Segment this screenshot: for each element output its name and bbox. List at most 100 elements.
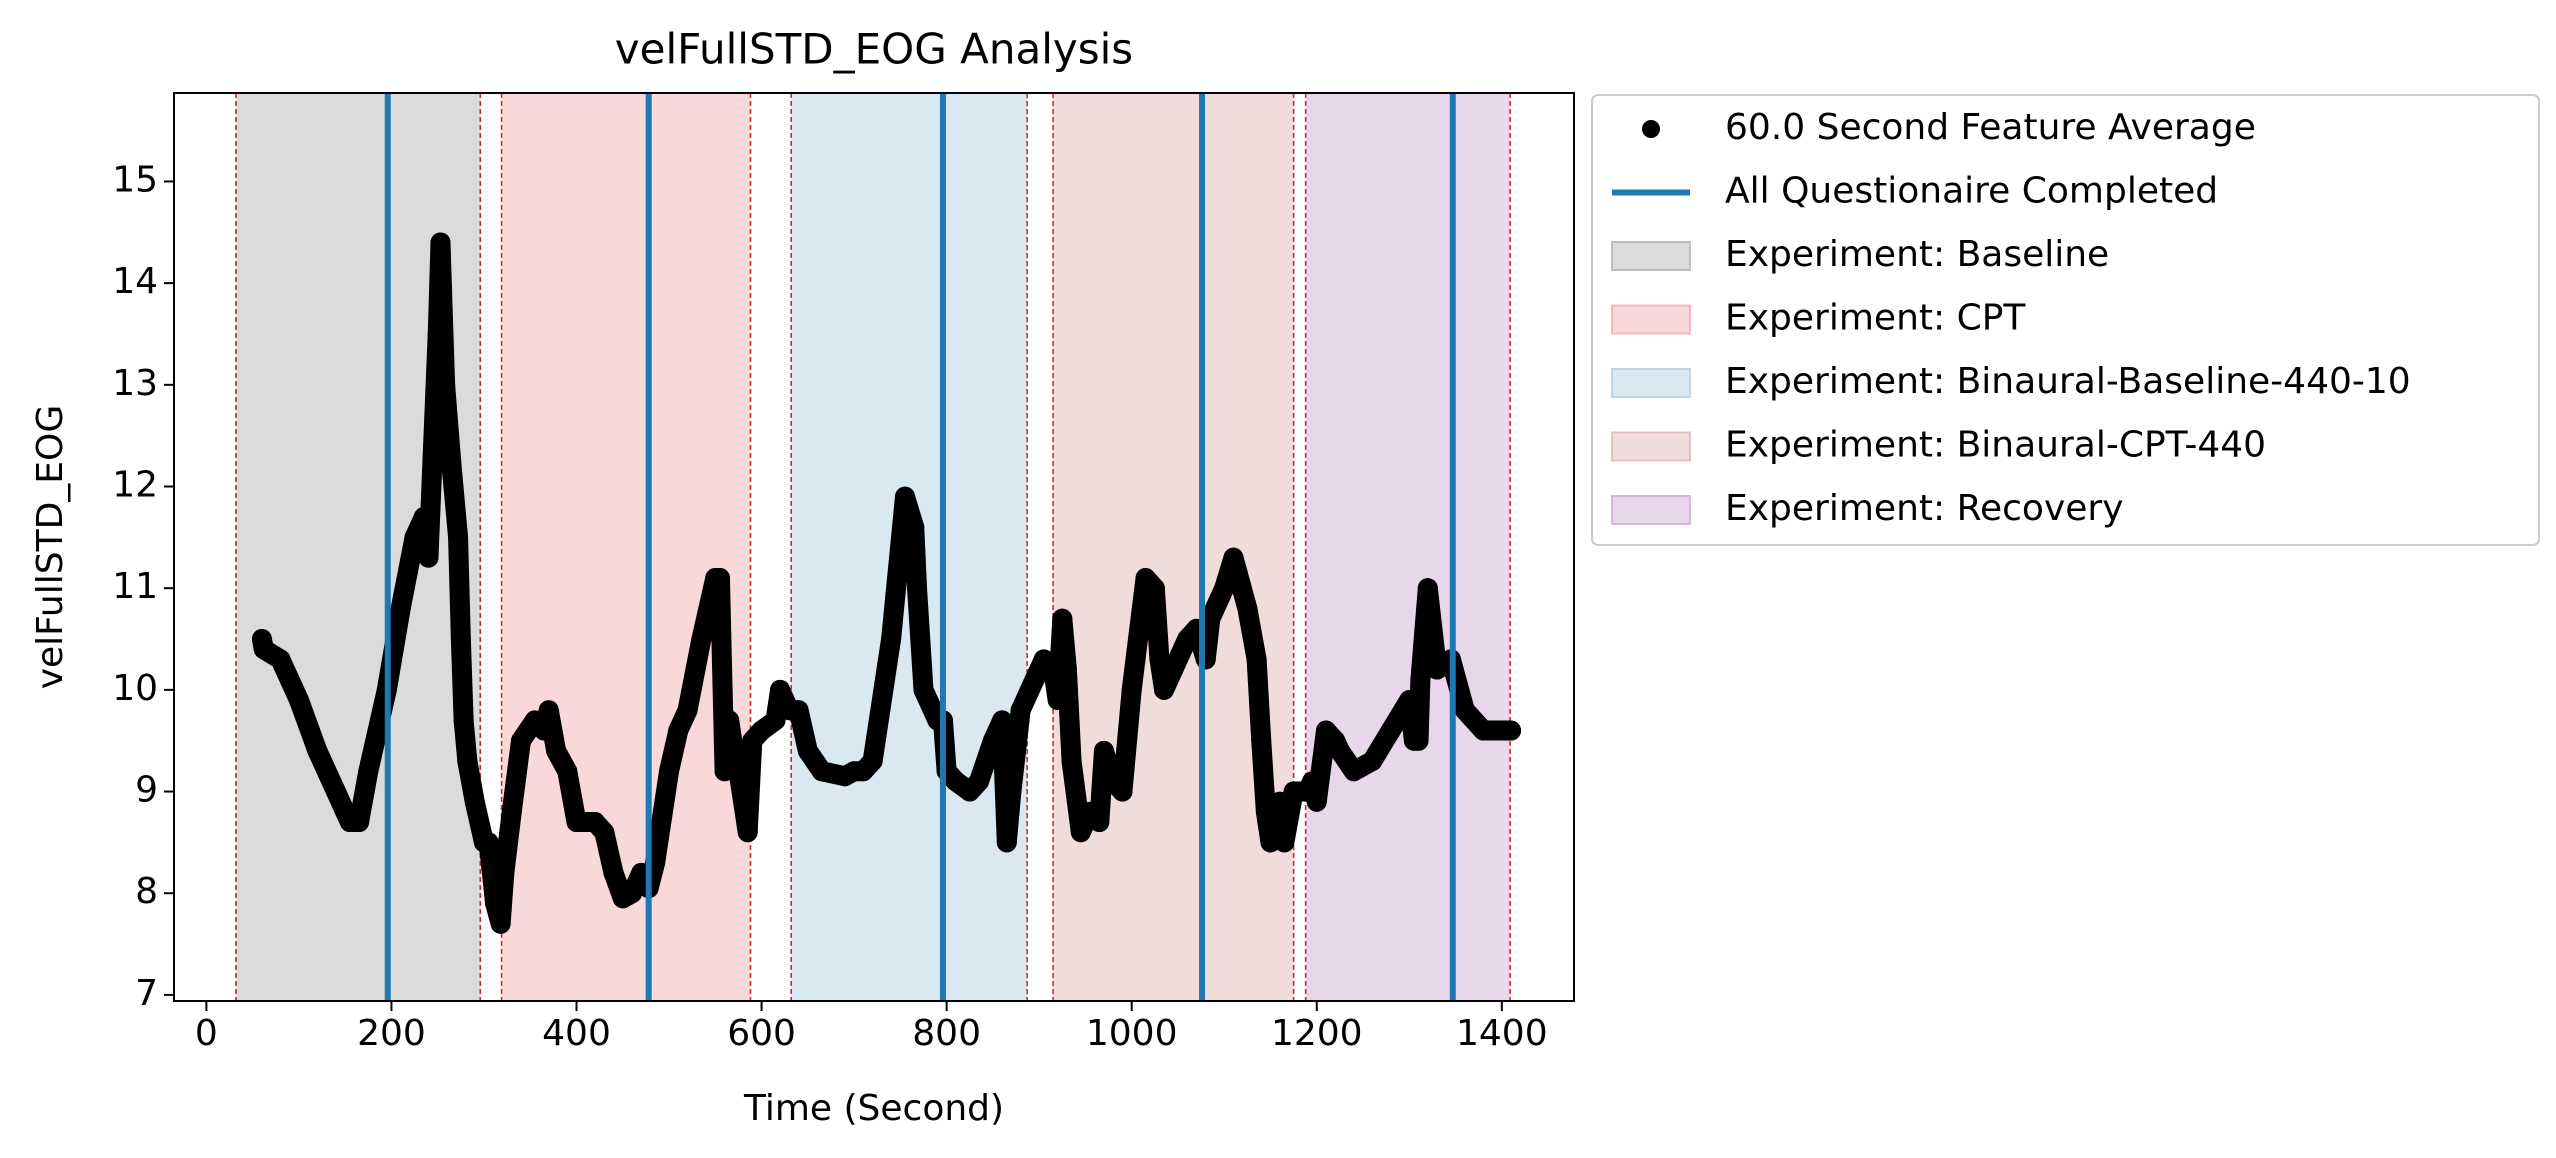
data-point [751, 720, 772, 741]
data-point [510, 730, 531, 751]
data-point [1306, 791, 1327, 812]
legend-label: Experiment: Binaural-Baseline-440-10 [1725, 361, 2411, 402]
data-point [1061, 751, 1082, 772]
legend-swatch [1611, 304, 1691, 335]
legend-swatch [1611, 495, 1691, 525]
data-point [1195, 649, 1216, 670]
data-point [765, 710, 786, 731]
x-tick-label: 200 [357, 1013, 426, 1054]
legend-label: All Questionaire Completed [1725, 171, 2218, 212]
data-point [945, 771, 966, 792]
legend-label: Experiment: Binaural-CPT-440 [1725, 425, 2266, 466]
data-point [1223, 547, 1244, 568]
data-point [546, 740, 567, 761]
data-point [969, 771, 990, 792]
data-point [709, 568, 730, 589]
x-tick-label: 0 [195, 1013, 218, 1054]
data-point [881, 629, 902, 650]
data-point [427, 323, 448, 344]
data-point [441, 456, 462, 477]
data-point [423, 435, 444, 456]
data-point [1255, 801, 1276, 822]
legend-label: Experiment: Baseline [1725, 234, 2109, 275]
data-point [1237, 598, 1258, 619]
data-point [1200, 608, 1221, 629]
data-point [907, 578, 928, 599]
data-point [453, 710, 474, 731]
data-point [1089, 812, 1110, 833]
y-tick-label: 7 [135, 973, 158, 1014]
data-point [1024, 669, 1045, 690]
data-point [1274, 832, 1295, 853]
y-tick-label: 8 [135, 871, 158, 912]
x-tick-label: 1400 [1456, 1013, 1548, 1054]
x-tick-label: 600 [727, 1013, 796, 1054]
data-point [270, 649, 291, 670]
data-point [430, 232, 451, 253]
data-point [603, 862, 624, 883]
data-point [253, 639, 274, 660]
data-point [534, 720, 555, 741]
data-point [367, 720, 388, 741]
data-point [737, 822, 758, 843]
y-tick-label: 13 [112, 363, 158, 404]
data-point [770, 679, 791, 700]
legend-marker [1642, 120, 1660, 138]
span [1053, 93, 1294, 1001]
data-point [1410, 669, 1431, 690]
data-point [485, 893, 506, 914]
data-point [1010, 700, 1031, 721]
y-axis-label: velFullSTD_EOG [30, 405, 71, 690]
data-point [1001, 781, 1022, 802]
data-point [418, 547, 439, 568]
data-point [797, 740, 818, 761]
data-point [1501, 720, 1522, 741]
data-point [1154, 679, 1175, 700]
y-tick-label: 11 [112, 566, 158, 607]
data-point [307, 740, 328, 761]
data-point [413, 507, 434, 528]
data-point [1302, 771, 1323, 792]
x-axis-label: Time (Second) [743, 1088, 1004, 1129]
span [235, 93, 481, 1001]
data-point [714, 761, 735, 782]
data-point [501, 801, 522, 822]
data-point [992, 710, 1013, 731]
data-point [450, 629, 471, 650]
data-point [478, 832, 499, 853]
data-point [1473, 720, 1494, 741]
data-point [435, 374, 456, 395]
data-point [594, 822, 615, 843]
data-point [448, 527, 469, 548]
data-point [659, 761, 680, 782]
y-tick-label: 12 [112, 465, 158, 506]
data-point [390, 598, 411, 619]
legend-label: Experiment: Recovery [1725, 488, 2124, 529]
data-point [677, 700, 698, 721]
data-point [1251, 730, 1272, 751]
legend-label: 60.0 Second Feature Average [1725, 107, 2256, 148]
data-point [904, 517, 925, 538]
span [501, 93, 751, 1001]
data-point [1283, 781, 1304, 802]
data-point [913, 679, 934, 700]
data-point [1329, 740, 1350, 761]
data-point [728, 761, 749, 782]
data-point [1052, 608, 1073, 629]
data-point [538, 700, 559, 721]
data-point [1121, 679, 1142, 700]
data-point [404, 527, 425, 548]
data-point [1047, 690, 1068, 711]
data-point [1454, 700, 1475, 721]
data-point [719, 710, 740, 731]
data-point [1112, 781, 1133, 802]
data-point [1246, 649, 1267, 670]
legend-swatch [1611, 368, 1691, 398]
data-point [1214, 578, 1235, 599]
data-point [1056, 659, 1077, 680]
data-point [349, 812, 370, 833]
x-tick-label: 1200 [1271, 1013, 1363, 1054]
data-point [358, 761, 379, 782]
